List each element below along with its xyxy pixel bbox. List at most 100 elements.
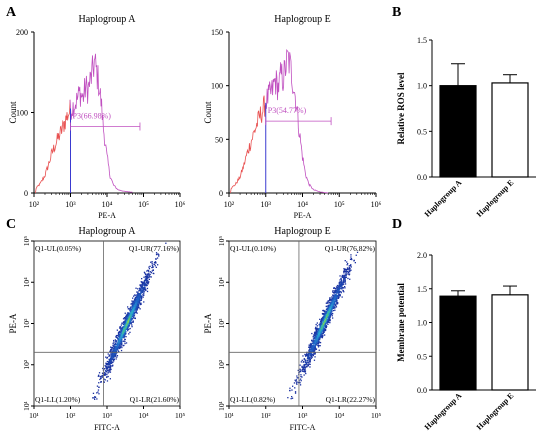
scatter-point [144, 273, 147, 275]
scatter-point [318, 332, 320, 334]
scatter-point [117, 338, 119, 340]
scatter-point [319, 325, 321, 327]
scatter-point [136, 312, 138, 314]
scatter-point [319, 329, 321, 331]
scatter-point [143, 301, 145, 303]
scatter-point [322, 325, 324, 328]
scatter-point [96, 392, 98, 394]
scatter-point [338, 288, 340, 290]
scatter-point [129, 327, 131, 330]
scatter-point [124, 342, 126, 345]
scatter-point [106, 370, 108, 372]
scatter-point [142, 296, 144, 298]
scatter-point [127, 328, 130, 330]
scatter-point [305, 361, 307, 363]
scatter-point [132, 309, 134, 311]
y-tick-label: 0 [219, 189, 223, 198]
scatter-point [318, 330, 320, 332]
scatter-point [296, 383, 298, 385]
x-tick-label: 10⁵ [175, 411, 186, 420]
y-tick-label: 10¹ [217, 401, 226, 411]
scatter-point [140, 288, 142, 290]
scatter-point [315, 331, 318, 333]
scatter-point [326, 308, 328, 310]
scatter-point [130, 308, 132, 310]
scatter-point [116, 346, 118, 348]
scatter-point [287, 397, 289, 399]
x-tick-label: 10⁴ [297, 200, 308, 209]
scatter-point [135, 308, 137, 310]
scatter-point [118, 336, 121, 338]
scatter-point [335, 306, 338, 308]
scatter-point [297, 369, 299, 372]
scatter-point [345, 276, 347, 278]
scatter-point [349, 270, 351, 272]
scatter-point [129, 309, 131, 311]
scatter-point [300, 380, 302, 382]
scatter-point [102, 372, 104, 375]
scatter-point [146, 270, 148, 272]
scatter-point [144, 284, 146, 286]
scatter-point [311, 355, 313, 357]
scatter-point [310, 343, 312, 346]
scatter-point [107, 361, 109, 363]
y-tick-label: 200 [16, 28, 28, 37]
scatter-point [334, 307, 336, 309]
scatter-point [324, 315, 326, 317]
scatter-point [121, 330, 124, 332]
scatter-point [131, 305, 133, 308]
scatter-point [128, 318, 130, 321]
y-tick-label: 50 [215, 135, 223, 144]
scatter-point [314, 348, 316, 350]
scatter-point [331, 308, 333, 310]
scatter-point [139, 294, 141, 297]
scatter-point [332, 304, 334, 306]
scatter-point [319, 318, 321, 320]
scatter-point [340, 288, 342, 290]
scatter-point [302, 369, 304, 371]
scatter-point [325, 325, 327, 327]
y-tick-label: 2.0 [417, 251, 427, 260]
scatter-point [109, 378, 111, 380]
scatter-point [319, 342, 322, 344]
scatter-point [299, 384, 302, 386]
scatter-point [309, 350, 311, 353]
scatter-point [344, 276, 346, 279]
scatter-point [354, 262, 356, 264]
scatter-point [127, 326, 129, 328]
scatter-point [153, 263, 156, 265]
scatter-point [121, 332, 123, 334]
scatter-point [135, 287, 137, 289]
scatter-point [116, 355, 119, 357]
scatter-point [118, 333, 120, 335]
scatter-point [114, 343, 116, 345]
scatter-point [117, 338, 119, 340]
scatter-point [336, 302, 338, 304]
scatter-point [142, 287, 144, 289]
scatter-point [348, 273, 351, 275]
bar-chart-0: 0.0 0.5 1.0 1.5 Relative ROS level Haplogroup… [396, 36, 536, 219]
scatter-point [133, 303, 135, 305]
x-tick-label: 10⁵ [334, 200, 345, 209]
scatter-point [111, 349, 113, 351]
scatter-point [151, 266, 153, 269]
scatter-point [128, 323, 131, 325]
scatter-point [343, 270, 345, 272]
scatter-point [320, 321, 322, 323]
scatter-point [115, 343, 117, 345]
scatter-point [151, 270, 153, 272]
scatter-point [109, 371, 112, 373]
scatter-point [308, 352, 310, 354]
scatter-point [147, 269, 149, 271]
scatter-point [107, 353, 109, 355]
scatter-point [113, 349, 115, 351]
charts-layer: Haplogroup A 0 100 200 10² 10³ 10⁴ 10⁵ 10⁶ PE-A Co… [8, 14, 536, 432]
histogram-gated-curve [69, 53, 133, 193]
scatter-point [114, 352, 116, 354]
scatter-point [138, 303, 140, 305]
scatter-point [116, 336, 118, 338]
scatter-point [315, 337, 317, 339]
scatter-point [314, 332, 316, 334]
scatter-point [117, 347, 120, 349]
scatter-point [107, 369, 109, 371]
